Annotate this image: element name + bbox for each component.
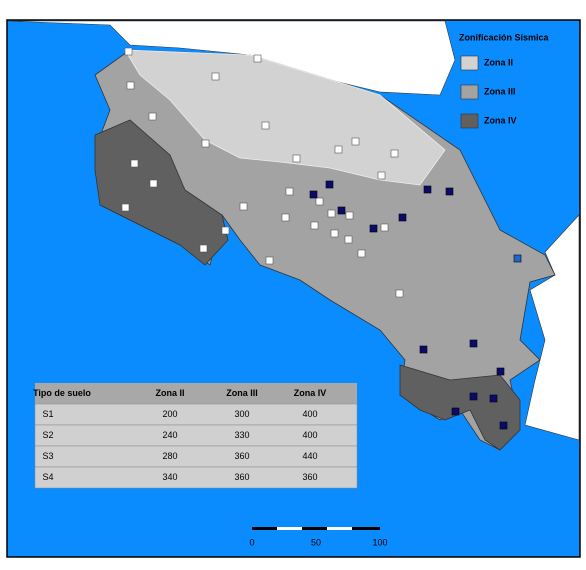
table-cell: 330 (234, 430, 249, 440)
zona-iv-nicoya (94, 119, 229, 266)
station (451, 407, 460, 416)
station (130, 159, 139, 168)
station (327, 209, 336, 218)
station (149, 179, 158, 188)
table-cell: 200 (162, 409, 177, 419)
station (345, 211, 354, 220)
station (377, 171, 386, 180)
table-cell: S4 (42, 472, 53, 482)
table-header: Tipo de suelo (33, 388, 91, 398)
table-cell: S1 (42, 409, 53, 419)
legend-title: Zonificación Sísmica (459, 32, 550, 42)
station (445, 187, 454, 196)
scale-segment (302, 527, 327, 530)
station (419, 345, 428, 354)
station (499, 421, 508, 430)
station (357, 249, 366, 258)
station (221, 226, 230, 235)
scale-label: 100 (372, 537, 387, 547)
zona-ii-region (124, 49, 446, 186)
table-row-bg (34, 466, 358, 489)
scale-segment (252, 527, 277, 530)
station (239, 202, 248, 211)
station (292, 154, 301, 163)
table-header-bg (35, 383, 357, 404)
table-cell: 360 (234, 451, 249, 461)
legend-label: Zona II (484, 57, 513, 67)
legend-label: Zona III (484, 86, 516, 96)
station (265, 256, 274, 265)
station (325, 180, 334, 189)
scale-label: 0 (249, 537, 254, 547)
table-cell: 360 (302, 472, 317, 482)
station (395, 289, 404, 298)
station (344, 235, 353, 244)
table-cell: S3 (42, 451, 53, 461)
station (121, 203, 130, 212)
table-cell: S2 (42, 430, 53, 440)
station (337, 206, 346, 215)
station (281, 213, 290, 222)
station (285, 187, 294, 196)
station (351, 137, 360, 146)
station (126, 81, 135, 90)
table-header: Zona IV (294, 388, 327, 398)
scale-segment (277, 527, 302, 530)
station (148, 112, 157, 121)
scale-segment (327, 527, 352, 530)
station (330, 229, 339, 238)
station (513, 254, 522, 263)
scale-segment (352, 527, 380, 530)
table-cell: 240 (162, 430, 177, 440)
station (390, 149, 399, 158)
station (261, 121, 270, 130)
legend-swatch (460, 55, 479, 71)
legend-label: Zona IV (484, 115, 517, 125)
station (369, 224, 378, 233)
station (469, 339, 478, 348)
panama (524, 214, 580, 441)
station (309, 190, 318, 199)
zona-iv-south (399, 364, 521, 451)
station (398, 213, 407, 222)
station (423, 185, 432, 194)
station (201, 139, 210, 148)
station (124, 47, 133, 56)
station (496, 367, 505, 376)
station (315, 197, 324, 206)
table-cell: 300 (234, 409, 249, 419)
station (380, 223, 389, 232)
legend-swatch (460, 113, 479, 129)
legend-swatch (460, 84, 479, 100)
soil-table: Tipo de suelo Zona II Zona III Zona IV S1 200… (33, 383, 358, 489)
table-cell: 360 (234, 472, 249, 482)
station (334, 145, 343, 154)
table-cell: 440 (302, 451, 317, 461)
table-header: Zona II (156, 388, 185, 398)
station (469, 392, 478, 401)
table-cell: 340 (162, 472, 177, 482)
stations (121, 47, 522, 430)
table-header: Zona III (226, 388, 258, 398)
table-cell: 280 (162, 451, 177, 461)
scale-bar: 0 50 100 (249, 527, 388, 547)
scale-label: 50 (311, 537, 321, 547)
station (253, 54, 262, 63)
table-cell: 400 (302, 430, 317, 440)
table-cell: 400 (302, 409, 317, 419)
station (310, 221, 319, 230)
station (211, 72, 220, 81)
legend: Zona II Zona III Zona IV (460, 55, 517, 129)
station (489, 394, 498, 403)
station (199, 244, 208, 253)
